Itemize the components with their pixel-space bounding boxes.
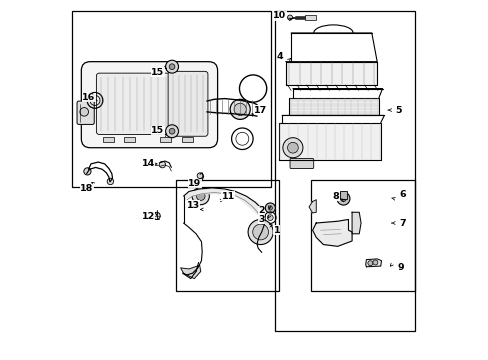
Bar xyxy=(176,180,278,291)
Circle shape xyxy=(336,192,349,205)
Circle shape xyxy=(267,206,272,210)
Circle shape xyxy=(267,215,273,221)
Circle shape xyxy=(169,64,175,69)
Circle shape xyxy=(159,161,165,168)
Text: 5: 5 xyxy=(395,105,401,114)
Circle shape xyxy=(80,108,88,116)
FancyBboxPatch shape xyxy=(168,71,207,136)
Polygon shape xyxy=(312,220,351,246)
Text: 13: 13 xyxy=(186,201,200,210)
Bar xyxy=(339,192,346,199)
Circle shape xyxy=(196,192,204,201)
Circle shape xyxy=(153,212,160,220)
Bar xyxy=(278,123,380,160)
Text: 16: 16 xyxy=(81,93,95,102)
Text: 11: 11 xyxy=(221,192,235,201)
Circle shape xyxy=(192,188,209,205)
FancyBboxPatch shape xyxy=(81,62,217,148)
Bar xyxy=(102,137,113,142)
Text: 19: 19 xyxy=(188,179,201,188)
Bar xyxy=(72,12,271,187)
Bar xyxy=(285,62,376,85)
Text: 9: 9 xyxy=(396,264,403,273)
Bar xyxy=(274,12,414,330)
Text: 18: 18 xyxy=(80,184,93,193)
Circle shape xyxy=(234,103,246,116)
Text: 17: 17 xyxy=(253,105,267,114)
Circle shape xyxy=(265,203,275,213)
Text: 14: 14 xyxy=(142,159,155,168)
Polygon shape xyxy=(180,265,201,279)
Circle shape xyxy=(230,99,250,120)
Text: 6: 6 xyxy=(398,190,405,199)
Text: 7: 7 xyxy=(398,219,405,228)
Circle shape xyxy=(165,60,178,73)
Circle shape xyxy=(340,196,346,202)
Polygon shape xyxy=(308,200,316,213)
Text: 15: 15 xyxy=(151,68,164,77)
Polygon shape xyxy=(351,212,360,234)
Bar xyxy=(124,137,135,142)
Text: 1: 1 xyxy=(273,226,280,235)
Circle shape xyxy=(287,15,292,20)
Circle shape xyxy=(169,129,175,134)
Text: 8: 8 xyxy=(332,192,339,201)
Circle shape xyxy=(372,260,377,265)
Polygon shape xyxy=(184,189,261,218)
Circle shape xyxy=(252,224,268,240)
Circle shape xyxy=(197,173,203,179)
Circle shape xyxy=(247,220,273,244)
Bar xyxy=(182,137,192,142)
Text: 12: 12 xyxy=(142,212,155,221)
Text: 15: 15 xyxy=(151,126,164,135)
FancyBboxPatch shape xyxy=(289,158,313,168)
Bar xyxy=(160,137,171,142)
Text: 3: 3 xyxy=(258,215,264,224)
Circle shape xyxy=(282,138,303,158)
Bar xyxy=(289,98,378,116)
FancyBboxPatch shape xyxy=(96,73,170,134)
Bar xyxy=(310,180,414,291)
Bar xyxy=(305,15,316,21)
Polygon shape xyxy=(365,259,381,267)
Circle shape xyxy=(107,178,113,185)
Text: 4: 4 xyxy=(277,52,283,61)
Circle shape xyxy=(367,261,372,266)
FancyBboxPatch shape xyxy=(77,101,94,125)
Circle shape xyxy=(83,168,91,175)
Circle shape xyxy=(165,125,178,138)
Circle shape xyxy=(287,142,298,153)
Text: 10: 10 xyxy=(272,11,285,20)
Text: 2: 2 xyxy=(258,206,264,215)
